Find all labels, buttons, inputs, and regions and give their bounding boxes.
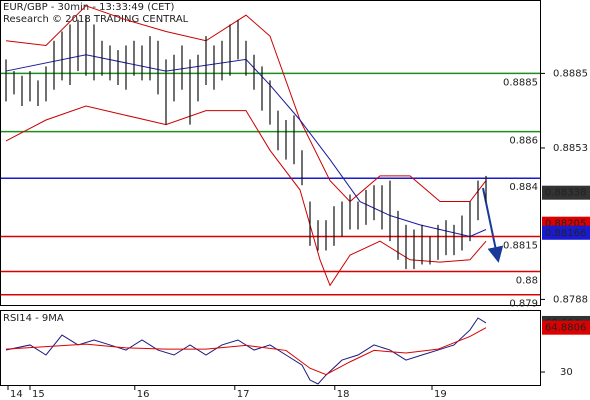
level-label: 0.886	[509, 136, 538, 147]
indicator-line	[5, 5, 487, 203]
price-box	[542, 320, 590, 335]
y-tick-label: 0.8853	[553, 143, 588, 154]
main-panel	[0, 0, 541, 306]
y-tick-label: 0.8788	[553, 294, 588, 305]
y-tick-label: 0.8885	[553, 68, 588, 79]
level-label: 0.8885	[503, 77, 538, 88]
level-label: 0.884	[509, 182, 538, 193]
x-tick-label: 16	[137, 389, 150, 400]
price-box-label: 0.88338	[545, 188, 586, 199]
chart-title: EUR/GBP - 30min - 13:33:49 (CET)	[3, 2, 175, 13]
price-box	[542, 225, 590, 240]
x-tick-label: 19	[434, 389, 447, 400]
indicator-line	[5, 105, 487, 287]
rsi-line	[5, 317, 487, 385]
x-tick-label: 17	[237, 389, 250, 400]
level-label: 0.879	[509, 299, 538, 310]
x-tick-label: 14	[10, 389, 23, 400]
rsi-line	[5, 327, 487, 376]
x-tick-label: 18	[337, 389, 350, 400]
forecast-arrow	[482, 187, 504, 263]
level-label: 0.8815	[503, 240, 538, 251]
price-box-label: 0.88205	[545, 219, 586, 230]
rsi-tick-label: 30	[560, 367, 573, 378]
price-box	[542, 185, 590, 200]
level-label: 0.88	[516, 275, 538, 286]
rsi-label: RSI14 - 9MA	[3, 313, 64, 324]
price-box-label: 64.8806	[545, 323, 586, 334]
price-box-label: 0.88166	[545, 228, 586, 239]
chart-subtitle: Research © 2018 TRADING CENTRAL	[3, 14, 189, 25]
x-tick-label: 15	[32, 389, 45, 400]
